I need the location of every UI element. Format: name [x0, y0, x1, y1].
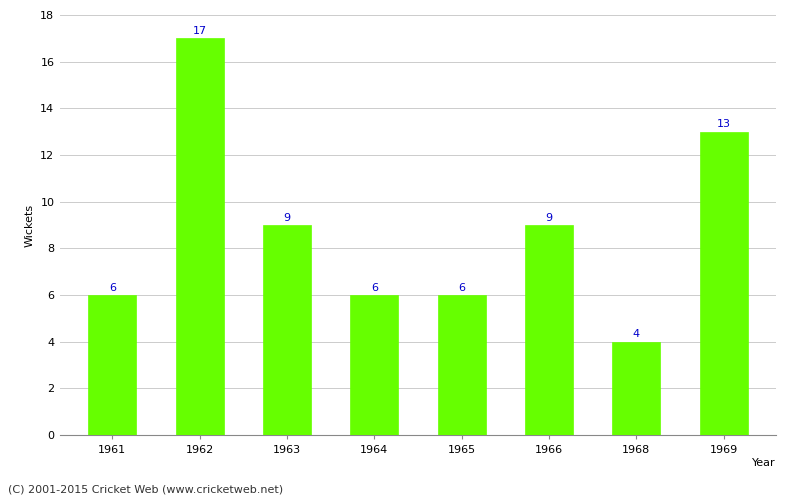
Text: 6: 6 [371, 282, 378, 292]
Text: 6: 6 [109, 282, 116, 292]
Text: 13: 13 [717, 120, 730, 130]
Text: 6: 6 [458, 282, 465, 292]
Bar [176, 38, 224, 435]
Text: 9: 9 [283, 212, 290, 222]
Bar [88, 295, 137, 435]
Bar [263, 225, 311, 435]
Text: 17: 17 [193, 26, 206, 36]
Bar [612, 342, 660, 435]
Y-axis label: Wickets: Wickets [25, 204, 34, 246]
Text: (C) 2001-2015 Cricket Web (www.cricketweb.net): (C) 2001-2015 Cricket Web (www.cricketwe… [8, 485, 283, 495]
Bar [525, 225, 573, 435]
Bar [438, 295, 486, 435]
Text: 4: 4 [633, 330, 640, 340]
Text: 9: 9 [546, 212, 553, 222]
Bar [699, 132, 748, 435]
Text: Year: Year [752, 458, 776, 468]
Bar [350, 295, 398, 435]
